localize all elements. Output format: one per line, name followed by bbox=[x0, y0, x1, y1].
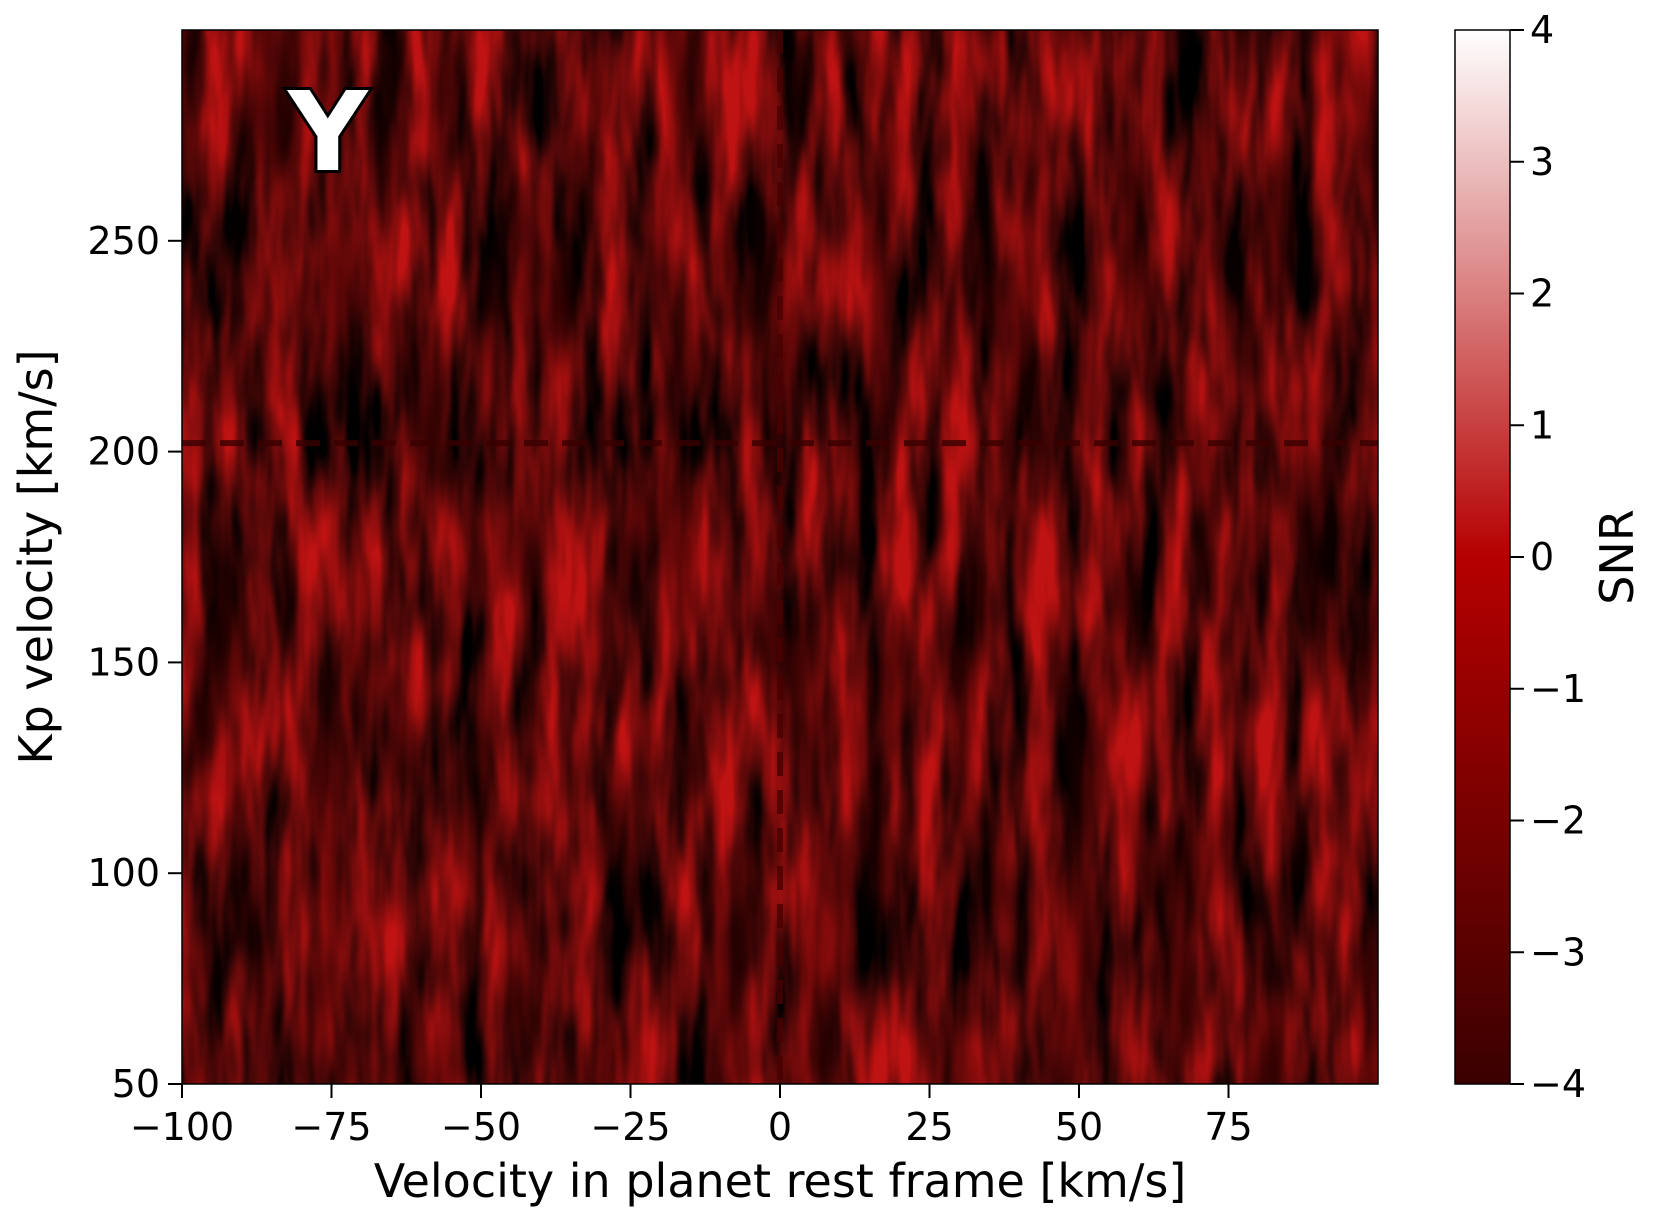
panel-label: Y bbox=[286, 68, 369, 196]
y-axis-label: Kp velocity [km/s] bbox=[9, 349, 63, 764]
y-tick-label: 200 bbox=[87, 430, 160, 474]
colorbar-scale bbox=[1454, 29, 1511, 1085]
x-tick-label: 0 bbox=[768, 1105, 792, 1149]
y-axis: 50 100 150 200 250 bbox=[87, 219, 182, 1106]
x-tick-label: 50 bbox=[1055, 1105, 1103, 1149]
colorbar-tick-label: −3 bbox=[1530, 930, 1586, 974]
y-tick-label: 100 bbox=[87, 851, 160, 895]
x-tick-label: 25 bbox=[905, 1105, 953, 1149]
x-axis: −100 −75 −50 −25 0 25 50 75 bbox=[130, 1084, 1253, 1149]
colorbar-axis: −4 −3 −2 −1 0 1 2 3 4 bbox=[1510, 8, 1586, 1106]
colorbar-tick-label: 0 bbox=[1530, 535, 1554, 579]
colorbar-tick-label: −4 bbox=[1530, 1062, 1586, 1106]
y-tick-label: 250 bbox=[87, 219, 160, 263]
y-tick-label: 150 bbox=[87, 640, 160, 684]
y-tick-label: 50 bbox=[112, 1062, 160, 1106]
x-tick-label: −75 bbox=[291, 1105, 371, 1149]
x-tick-label: −50 bbox=[441, 1105, 521, 1149]
x-axis-label: Velocity in planet rest frame [km/s] bbox=[374, 1154, 1187, 1208]
colorbar: −4 −3 −2 −1 0 1 2 3 4 SNR bbox=[1454, 8, 1644, 1106]
colorbar-tick-label: 2 bbox=[1530, 272, 1554, 316]
x-tick-label: −100 bbox=[130, 1105, 234, 1149]
x-tick-label: 75 bbox=[1204, 1105, 1252, 1149]
colorbar-label: SNR bbox=[1590, 509, 1644, 605]
colorbar-tick-label: 3 bbox=[1530, 140, 1554, 184]
x-tick-label: −25 bbox=[590, 1105, 670, 1149]
colorbar-tick-label: −2 bbox=[1530, 799, 1586, 843]
colorbar-tick-label: 1 bbox=[1530, 403, 1554, 447]
colorbar-tick-label: 4 bbox=[1530, 8, 1554, 52]
colorbar-tick-label: −1 bbox=[1530, 667, 1586, 711]
